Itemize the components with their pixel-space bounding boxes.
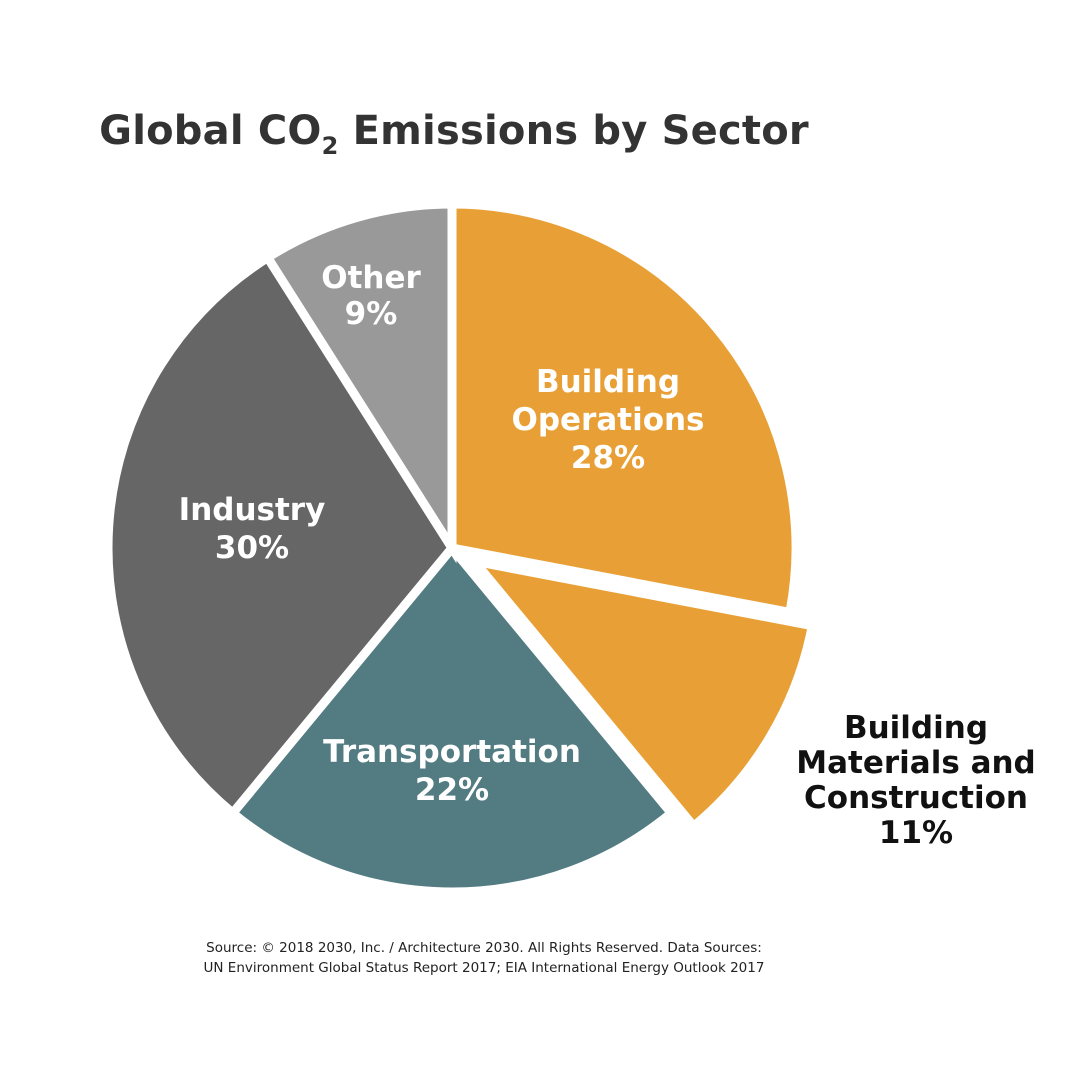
slice-name-label: Building bbox=[844, 710, 988, 746]
slice-value-label: 30% bbox=[215, 530, 289, 566]
slice-name-label: Materials and bbox=[796, 745, 1036, 781]
slice-name-label: Industry bbox=[179, 492, 326, 528]
chart-title-rest: Emissions by Sector bbox=[338, 108, 809, 154]
pie-slices bbox=[103, 199, 818, 897]
pie-slice-transportation bbox=[226, 540, 678, 897]
slice-value-label: 9% bbox=[345, 296, 398, 332]
slice-label-building-operations: Building Operations 28% bbox=[511, 364, 704, 476]
slice-label-building-materials-and-construction: Building Materials and Construction 11% bbox=[796, 710, 1036, 851]
source-line-1: Source: © 2018 2030, Inc. / Architecture… bbox=[206, 940, 762, 956]
chart-title-main: Global CO bbox=[99, 108, 322, 154]
pie-slice-building-materials-and-construction bbox=[462, 554, 818, 833]
source-note: Source: © 2018 2030, Inc. / Architecture… bbox=[0, 938, 968, 978]
pie-labels: Building Operations 28%Building Materials a… bbox=[179, 260, 1036, 851]
slice-name-label: Operations bbox=[511, 402, 704, 438]
pie-slice-building-operations bbox=[447, 199, 801, 618]
source-line-2: UN Environment Global Status Report 2017… bbox=[203, 960, 765, 976]
slice-name-label: Transportation bbox=[323, 734, 581, 770]
slice-name-label: Building bbox=[536, 364, 680, 400]
slice-value-label: 11% bbox=[879, 815, 953, 851]
chart-title: Global CO2 Emissions by Sector bbox=[0, 108, 908, 158]
pie-slice-industry bbox=[103, 251, 458, 820]
slice-label-industry: Industry 30% bbox=[179, 492, 326, 566]
slice-value-label: 22% bbox=[415, 772, 489, 808]
slice-label-other: Other 9% bbox=[321, 260, 421, 332]
slice-label-transportation: Transportation 22% bbox=[323, 734, 581, 808]
chart-title-subscript: 2 bbox=[321, 132, 339, 160]
pie-slice-other bbox=[261, 199, 457, 564]
slice-name-label: Other bbox=[321, 260, 421, 296]
slice-value-label: 28% bbox=[571, 440, 645, 476]
slice-name-label: Construction bbox=[804, 780, 1028, 816]
